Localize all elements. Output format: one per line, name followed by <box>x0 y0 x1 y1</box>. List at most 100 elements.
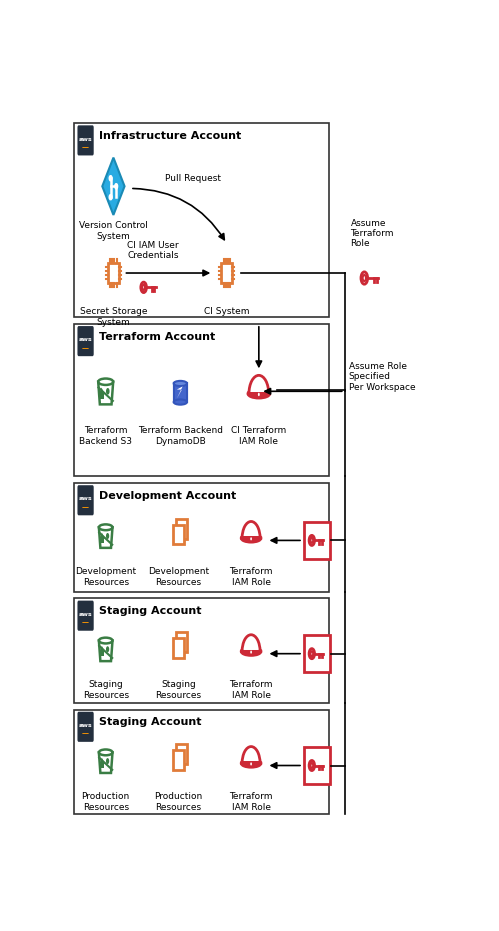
Circle shape <box>109 195 112 200</box>
Bar <box>304 747 330 784</box>
Polygon shape <box>99 646 105 652</box>
Ellipse shape <box>99 638 112 643</box>
Text: Secret Storage
System: Secret Storage System <box>80 306 147 327</box>
Polygon shape <box>177 386 183 398</box>
Polygon shape <box>174 384 187 402</box>
Circle shape <box>310 763 313 768</box>
Text: aws: aws <box>79 496 92 502</box>
Text: Version Control
System: Version Control System <box>79 221 148 241</box>
Bar <box>222 263 232 283</box>
Ellipse shape <box>241 759 261 767</box>
Text: CI Terraform
IAM Role: CI Terraform IAM Role <box>231 425 286 446</box>
Bar <box>176 519 187 538</box>
Text: Development
Resources: Development Resources <box>75 567 136 587</box>
Circle shape <box>309 535 314 546</box>
Circle shape <box>141 282 147 292</box>
Circle shape <box>258 393 260 397</box>
Text: —: — <box>82 730 89 736</box>
Wedge shape <box>242 747 260 763</box>
Bar <box>173 525 184 545</box>
Text: Terraform Backend
DynamoDB: Terraform Backend DynamoDB <box>138 425 223 446</box>
Circle shape <box>310 651 313 656</box>
Text: Staging
Resources: Staging Resources <box>83 681 129 700</box>
Polygon shape <box>100 650 104 656</box>
Text: —: — <box>82 504 89 509</box>
Wedge shape <box>242 635 260 652</box>
Circle shape <box>106 533 109 539</box>
Circle shape <box>250 762 252 765</box>
Ellipse shape <box>99 749 112 755</box>
FancyBboxPatch shape <box>77 711 94 742</box>
Bar <box>74 709 329 815</box>
Bar <box>304 521 330 559</box>
FancyBboxPatch shape <box>77 126 94 155</box>
Text: —: — <box>82 619 89 625</box>
Circle shape <box>106 388 110 395</box>
Text: Terraform
IAM Role: Terraform IAM Role <box>230 792 273 812</box>
Text: Production
Resources: Production Resources <box>81 792 130 812</box>
Text: Production
Resources: Production Resources <box>154 792 203 812</box>
Text: Staging
Resources: Staging Resources <box>155 681 202 700</box>
Text: Terraform Account: Terraform Account <box>99 331 216 342</box>
Bar <box>173 638 184 657</box>
Bar <box>243 762 259 766</box>
Text: Terraform
IAM Role: Terraform IAM Role <box>230 567 273 587</box>
Circle shape <box>250 651 252 654</box>
Bar <box>243 650 259 654</box>
FancyBboxPatch shape <box>77 485 94 516</box>
Text: CI IAM User
Credentials: CI IAM User Credentials <box>127 241 179 260</box>
Polygon shape <box>100 392 104 399</box>
Text: Terraform
Backend S3: Terraform Backend S3 <box>79 425 132 446</box>
Text: Development
Resources: Development Resources <box>148 567 209 587</box>
Polygon shape <box>99 533 105 539</box>
Bar <box>108 263 119 283</box>
Circle shape <box>115 183 118 189</box>
Ellipse shape <box>241 534 261 542</box>
Text: Staging Account: Staging Account <box>99 718 202 727</box>
Ellipse shape <box>174 381 187 386</box>
Circle shape <box>106 758 109 764</box>
Text: aws: aws <box>79 612 92 617</box>
Bar <box>250 392 267 397</box>
Polygon shape <box>100 536 104 543</box>
Text: —: — <box>82 144 89 150</box>
Bar <box>74 123 329 317</box>
Ellipse shape <box>248 389 270 398</box>
Ellipse shape <box>174 399 187 405</box>
Circle shape <box>309 649 314 659</box>
Text: Pull Request: Pull Request <box>165 174 221 183</box>
Text: Development Account: Development Account <box>99 491 237 501</box>
Polygon shape <box>98 382 113 404</box>
Text: Staging Account: Staging Account <box>99 606 202 616</box>
Circle shape <box>310 538 313 543</box>
Text: CI System: CI System <box>204 306 250 316</box>
Wedge shape <box>242 521 260 538</box>
Bar <box>243 536 259 541</box>
Circle shape <box>250 537 252 540</box>
Circle shape <box>142 285 145 290</box>
Circle shape <box>309 761 314 771</box>
Polygon shape <box>100 762 104 768</box>
Circle shape <box>109 176 112 181</box>
Text: Assume
Terraform
Role: Assume Terraform Role <box>350 219 394 249</box>
Bar <box>74 324 329 476</box>
Text: aws: aws <box>79 137 92 142</box>
Text: Terraform
IAM Role: Terraform IAM Role <box>230 681 273 700</box>
Polygon shape <box>99 387 105 394</box>
FancyBboxPatch shape <box>77 600 94 630</box>
Ellipse shape <box>99 524 112 530</box>
Bar <box>304 635 330 672</box>
Polygon shape <box>102 157 125 215</box>
Polygon shape <box>99 527 112 547</box>
Polygon shape <box>99 641 112 661</box>
Ellipse shape <box>98 379 113 385</box>
Bar <box>74 483 329 592</box>
Text: Assume Role
Specified
Per Workspace: Assume Role Specified Per Workspace <box>348 362 415 392</box>
Text: Infrastructure Account: Infrastructure Account <box>99 131 242 142</box>
Text: —: — <box>82 344 89 351</box>
Polygon shape <box>99 752 112 773</box>
FancyBboxPatch shape <box>77 326 94 357</box>
Bar <box>176 632 187 652</box>
Bar <box>74 599 329 703</box>
Text: aws: aws <box>79 337 92 343</box>
